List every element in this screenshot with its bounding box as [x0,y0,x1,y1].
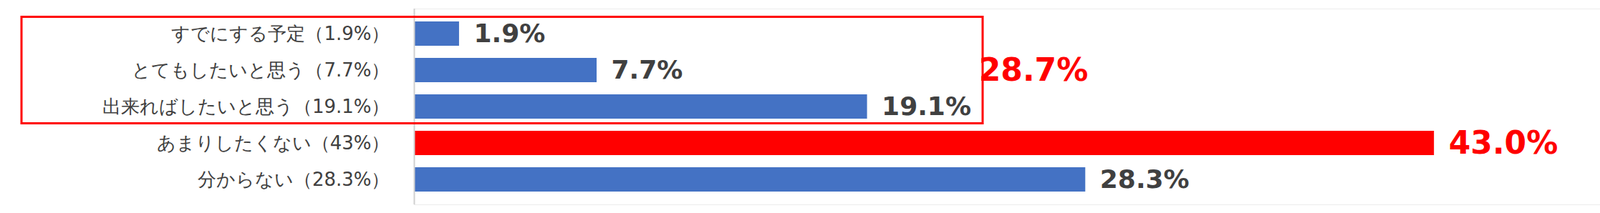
svg-text:分からない（28.3%）: 分からない（28.3%） [197,169,391,191]
svg-text:とてもしたいと思う（7.7%）: とてもしたいと思う（7.7%） [131,59,390,81]
svg-text:あまりしたくない（43%）: あまりしたくない（43%） [156,132,391,154]
svg-text:28.3%: 28.3% [1100,164,1190,195]
svg-text:出来ればしたいと思う（19.1%）: 出来ればしたいと思う（19.1%） [102,95,391,118]
svg-text:28.7%: 28.7% [979,51,1089,89]
svg-text:すでにする予定（1.9%）: すでにする予定（1.9%） [171,22,390,45]
svg-text:19.1%: 19.1% [881,91,972,122]
svg-text:7.7%: 7.7% [611,55,684,85]
svg-text:1.9%: 1.9% [473,18,546,48]
svg-text:43.0%: 43.0% [1448,124,1559,162]
